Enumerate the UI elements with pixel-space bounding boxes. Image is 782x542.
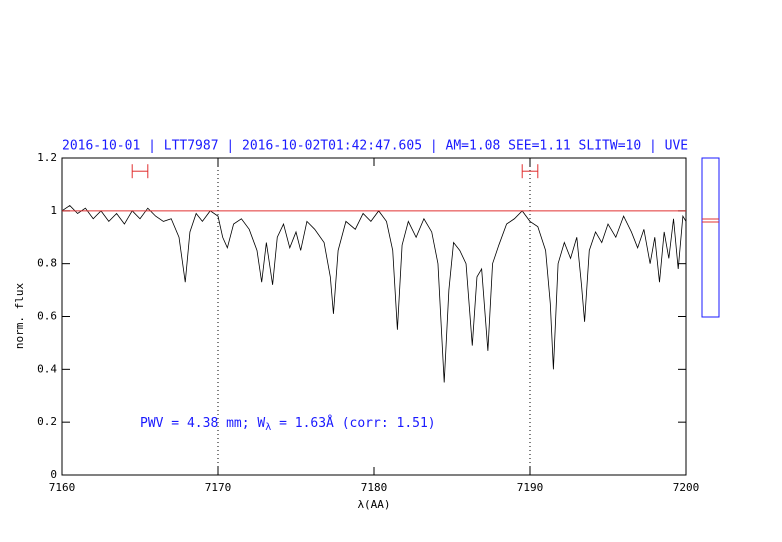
spectrum-line bbox=[61, 205, 687, 383]
x-tick-label: 7180 bbox=[361, 481, 388, 494]
y-tick-label: 0 bbox=[50, 468, 57, 481]
x-tick-label: 7160 bbox=[49, 481, 76, 494]
y-tick-label: 0.4 bbox=[37, 362, 57, 375]
y-tick-label: 0.8 bbox=[37, 257, 57, 270]
y-tick-label: 1 bbox=[50, 204, 57, 217]
y-axis-label: norm. flux bbox=[13, 283, 26, 350]
y-tick-label: 1.2 bbox=[37, 151, 57, 164]
x-tick-label: 7190 bbox=[517, 481, 544, 494]
y-tick-label: 0.2 bbox=[37, 415, 57, 428]
side-panel bbox=[701, 157, 720, 318]
annotation-text: PWV = 4.38 mm; W bbox=[140, 416, 265, 431]
y-tick-label: 0.6 bbox=[37, 310, 57, 323]
x-axis-label: λ(AA) bbox=[357, 498, 390, 511]
x-tick-label: 7200 bbox=[673, 481, 700, 494]
x-tick-label: 7170 bbox=[205, 481, 232, 494]
annotation: PWV = 4.38 mm; Wλ = 1.63Å (corr: 1.51) bbox=[140, 415, 436, 434]
chart-title: 2016-10-01 | LTT7987 | 2016-10-02T01:42:… bbox=[62, 139, 688, 154]
annotation-text: = 1.63Å (corr: 1.51) bbox=[271, 415, 435, 431]
annotation-subscript: λ bbox=[265, 422, 271, 433]
